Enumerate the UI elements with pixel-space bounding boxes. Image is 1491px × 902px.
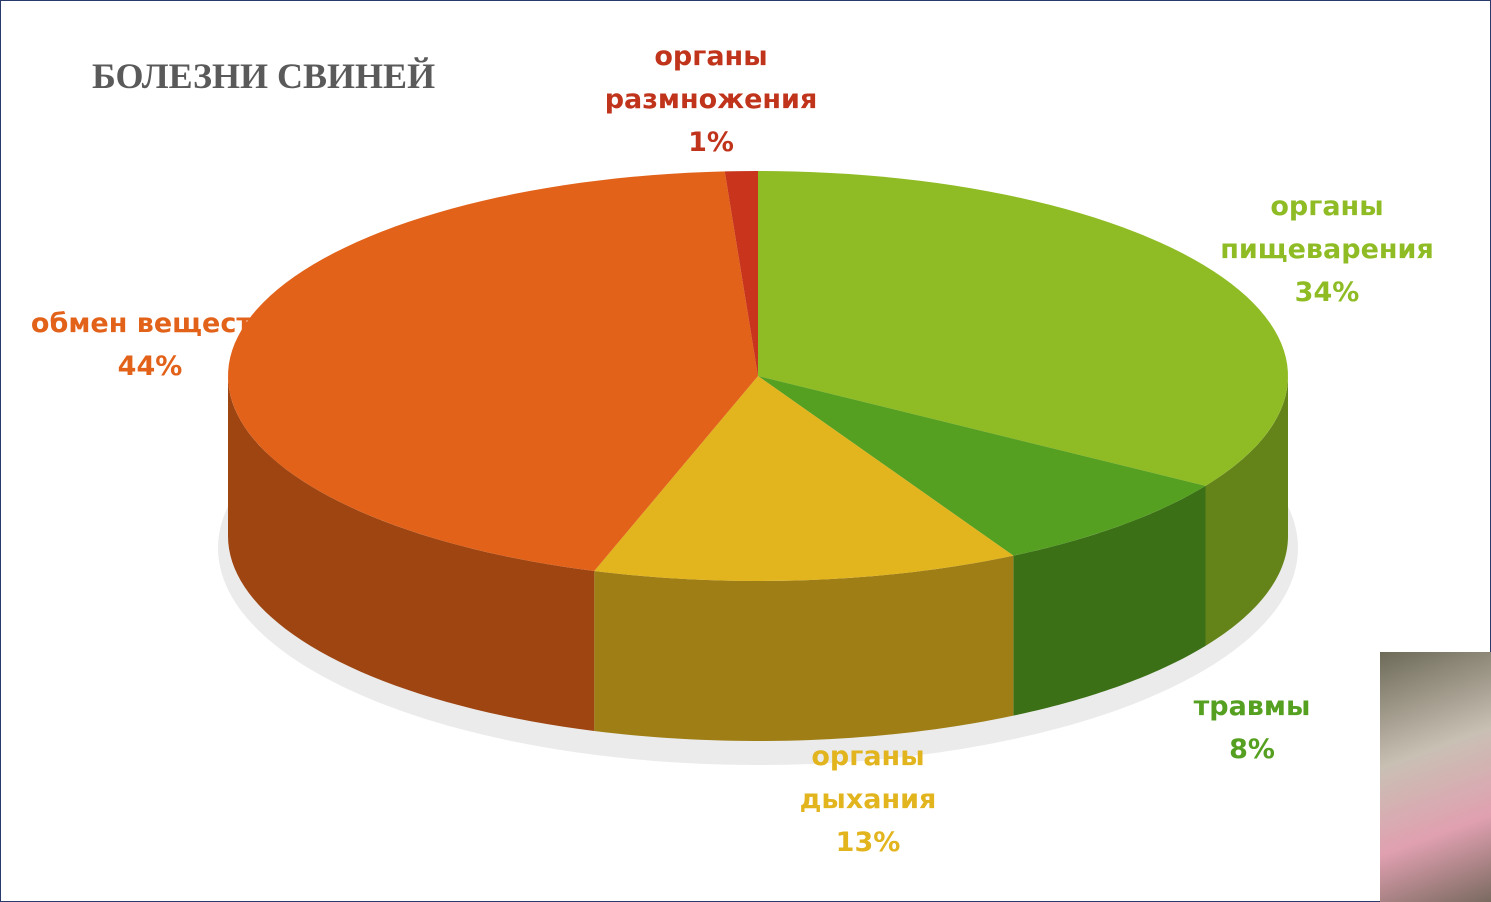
value-label: 1% xyxy=(688,127,734,159)
pie-side xyxy=(1013,485,1206,716)
pie-slice xyxy=(758,171,1288,486)
slice-label: органы размножения 1% xyxy=(581,35,841,165)
photo xyxy=(1380,652,1491,902)
value-label: 8% xyxy=(1229,734,1275,765)
pie-side xyxy=(1205,376,1288,646)
value-label: 13% xyxy=(835,827,901,859)
pie-slice xyxy=(724,171,758,376)
category-label: органы пищеварения xyxy=(1220,191,1434,266)
slice-label: обмен веществ 44% xyxy=(5,302,295,388)
chart-title: БОЛЕЗНИ СВИНЕЙ xyxy=(92,56,436,96)
value-label: 34% xyxy=(1294,277,1360,309)
pie-slice xyxy=(228,171,758,571)
category-label: обмен веществ xyxy=(30,307,270,339)
category-label: органы дыхания xyxy=(799,741,937,816)
category-label: травмы xyxy=(1193,690,1311,722)
slice-label: органы дыхания 13% xyxy=(758,735,978,865)
pie-side xyxy=(228,376,595,731)
pie-side xyxy=(594,555,1014,741)
category-label: органы размножения xyxy=(604,41,818,116)
pie-slice xyxy=(594,376,1014,581)
pie-slice xyxy=(758,376,1206,556)
slice-label: органы пищеварения 34% xyxy=(1197,185,1457,315)
value-label: 44% xyxy=(117,351,183,382)
slice-label: травмы 8% xyxy=(1152,685,1352,771)
